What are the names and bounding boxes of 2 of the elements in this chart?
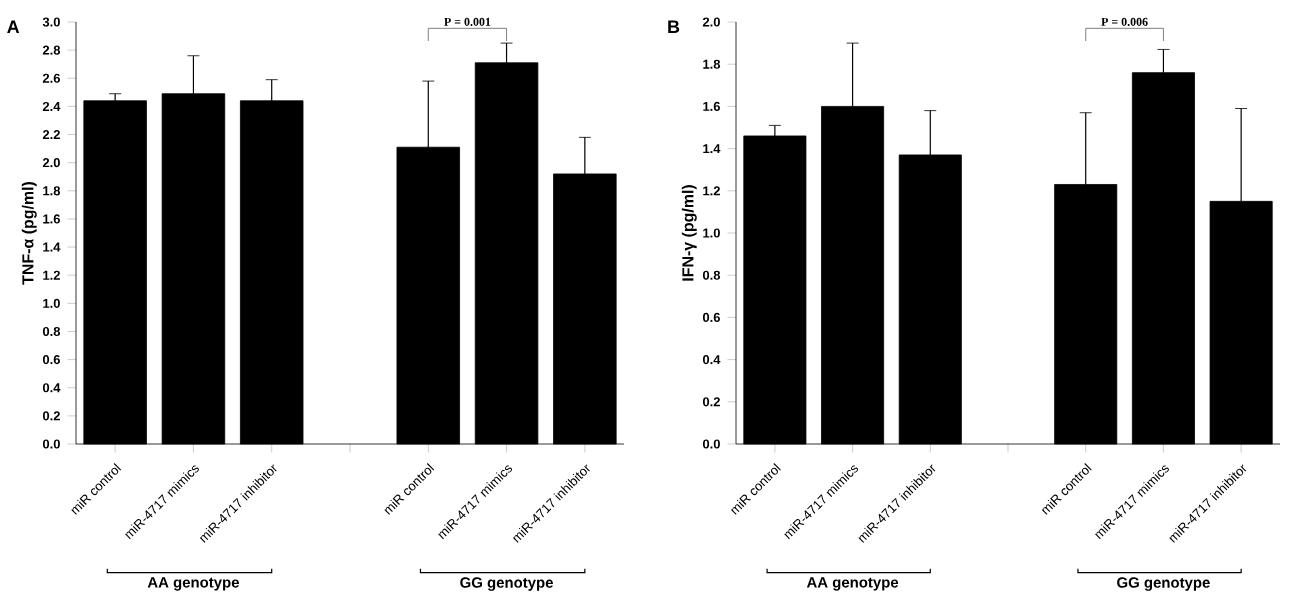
text: A [7, 20, 20, 33]
text: B [668, 20, 680, 33]
